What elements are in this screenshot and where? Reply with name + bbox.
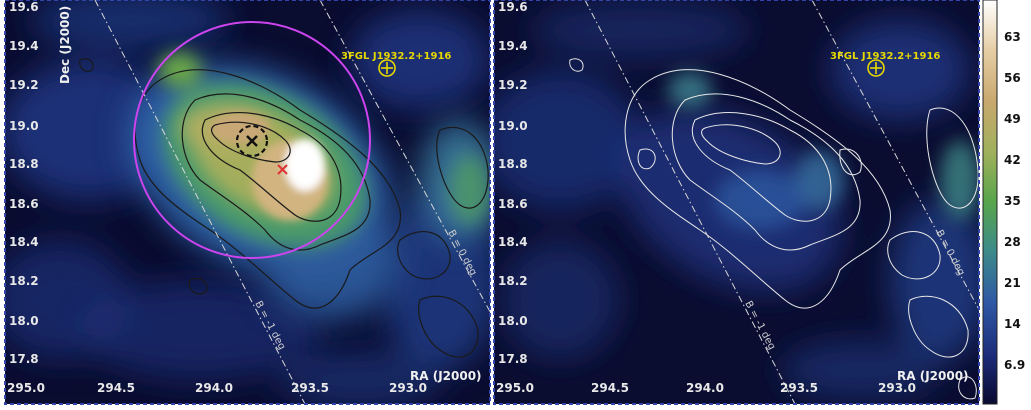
left-ra-tick: 295.0: [7, 381, 45, 395]
right-dec-ticks: 19.6 19.4 19.2 19.0 18.8 18.6 18.4 18.2 …: [498, 0, 528, 366]
right-dec-tick: 18.8: [498, 157, 528, 171]
left-dec-tick: 19.6: [9, 0, 39, 14]
right-ra-tick: 293.0: [878, 381, 916, 395]
colorbar: 63 56 49 42 35 28 21 14 6.9: [982, 0, 1025, 405]
left-ra-tick: 293.0: [389, 381, 427, 395]
colorbar-tick: 21: [1004, 276, 1021, 290]
colorbar-ticks: 63 56 49 42 35 28 21 14 6.9: [1004, 30, 1025, 372]
colorbar-tick: 35: [1004, 194, 1021, 208]
left-ra-ticks: 295.0 294.5 294.0 293.5 293.0: [7, 381, 427, 395]
colorbar-tick: 28: [1004, 235, 1021, 249]
left-dec-tick: 19.0: [9, 119, 39, 133]
right-dec-tick: 18.2: [498, 274, 528, 288]
right-ra-axis-label: RA (J2000): [897, 369, 969, 383]
right-panel-frame: [493, 0, 980, 405]
left-dec-ticks: 19.6 19.4 19.2 19.0 18.8 18.6 18.4 18.2 …: [9, 0, 39, 366]
colorbar-tick: 42: [1004, 153, 1021, 167]
right-dec-tick: 18.6: [498, 197, 528, 211]
left-source-label: 3FGL J1932.2+1916: [341, 51, 451, 62]
right-dec-tick: 18.4: [498, 235, 528, 249]
colorbar-tick: 6.9: [1004, 358, 1025, 372]
left-dec-axis-label: Dec (J2000): [58, 6, 72, 84]
right-panel: 3FGL J1932.2+1916 B = 0 deg B = -1 deg 1…: [493, 0, 980, 405]
left-contours: [79, 58, 489, 358]
left-dec-tick: 18.8: [9, 157, 39, 171]
left-ra-axis-label: RA (J2000): [410, 369, 482, 383]
right-source-marker: [867, 59, 885, 77]
colorbar-tick: 14: [1004, 317, 1021, 331]
left-b-upper-line: [319, 0, 490, 313]
left-dec-tick: 18.6: [9, 197, 39, 211]
right-dec-tick: 18.0: [498, 314, 528, 328]
left-panel: 3FGL J1932.2+1916 B = 0 deg B = -1 deg 1…: [4, 0, 491, 405]
left-center-cross-marker: [246, 135, 258, 147]
colorbar-tick: 49: [1004, 112, 1021, 126]
right-ra-tick: 294.0: [686, 381, 724, 395]
right-ra-tick: 295.0: [496, 381, 534, 395]
colorbar-tick: 56: [1004, 71, 1021, 85]
left-red-cross-marker: [277, 164, 288, 175]
left-dec-tick: 17.8: [9, 352, 39, 366]
left-region-circle: [133, 21, 371, 259]
right-dec-tick: 19.6: [498, 0, 528, 14]
left-ra-tick: 294.5: [97, 381, 135, 395]
left-b-lower-line: [94, 0, 306, 404]
left-panel-frame: [4, 0, 491, 405]
right-contours: [569, 58, 979, 400]
right-dec-tick: 19.4: [498, 39, 528, 53]
left-dec-tick: 19.2: [9, 78, 39, 92]
left-ra-tick: 294.0: [195, 381, 233, 395]
right-b-upper-line: [811, 0, 979, 311]
colorbar-tick: 63: [1004, 30, 1021, 44]
left-dec-tick: 18.4: [9, 235, 39, 249]
right-dec-tick: 19.0: [498, 119, 528, 133]
left-source-marker: [378, 59, 396, 77]
right-source-label: 3FGL J1932.2+1916: [830, 51, 940, 62]
right-ra-ticks: 295.0 294.5 294.0 293.5 293.0: [496, 381, 916, 395]
left-dec-tick: 18.0: [9, 314, 39, 328]
right-sky-map: [494, 0, 979, 404]
left-dec-tick: 18.2: [9, 274, 39, 288]
left-dec-tick: 19.4: [9, 39, 39, 53]
right-ra-tick: 294.5: [591, 381, 629, 395]
left-dashed-circle: [235, 124, 269, 158]
right-dec-tick: 17.8: [498, 352, 528, 366]
left-sky-map: [5, 0, 490, 404]
right-dec-tick: 19.2: [498, 78, 528, 92]
colorbar-gradient: [982, 0, 998, 405]
right-b-lower-line: [584, 0, 796, 404]
left-ra-tick: 293.5: [291, 381, 329, 395]
right-ra-tick: 293.5: [780, 381, 818, 395]
